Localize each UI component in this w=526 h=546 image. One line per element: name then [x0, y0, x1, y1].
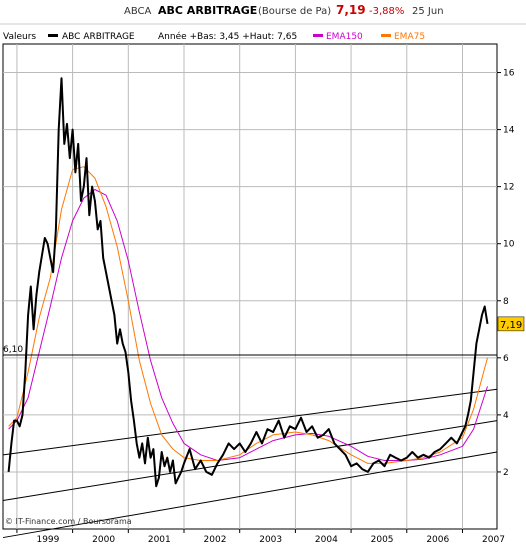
legend-series-name: ABC ARBITRAGE	[62, 32, 135, 42]
stock-name: ABC ARBITRAGE	[158, 4, 257, 17]
x-tick-label: 2004	[315, 535, 338, 545]
plot-area	[2, 43, 498, 530]
price-change: -3,88%	[369, 6, 404, 17]
credit-text: © IT-Finance.com / Boursorama	[5, 517, 132, 526]
legend-ema150: EMA150	[326, 32, 363, 42]
y-tick-label: 2	[503, 468, 509, 478]
y-tick-label: 8	[503, 297, 509, 307]
last-price-badge: 7,19	[500, 320, 522, 331]
x-tick-label: 2001	[148, 535, 171, 545]
x-tick-label: 2000	[92, 535, 115, 545]
trend-line	[2, 388, 498, 456]
x-tick-label: 2003	[259, 535, 282, 545]
y-tick-label: 4	[503, 411, 509, 421]
y-tick-label: 12	[503, 183, 514, 193]
trend-line	[2, 451, 498, 539]
y-tick-label: 10	[503, 240, 515, 250]
x-tick-label: 1999	[36, 535, 59, 545]
ema150-line	[8, 189, 488, 461]
grid-lines	[3, 44, 497, 529]
y-tick-label: 16	[503, 69, 515, 79]
reference-line-label: 6,10	[3, 345, 23, 355]
market-name: (Bourse de Pa)	[258, 6, 331, 17]
legend-price-swatch	[48, 34, 58, 37]
x-tick-label: 2002	[204, 535, 227, 545]
last-price: 7,19	[336, 3, 366, 17]
y-axis: 2 4 6 8 10 12 14 16	[497, 69, 515, 478]
legend-range: Année +Bas: 3,45 +Haut: 7,65	[158, 31, 297, 42]
x-axis: 1999 2000 2001 2002 2003 2004 2005 2006 2007	[16, 529, 505, 545]
quote-date: 25 Jun	[412, 6, 444, 17]
y-tick-label: 14	[503, 126, 515, 136]
data-series	[7, 77, 489, 488]
trend-lines	[2, 388, 498, 539]
legend-valeurs: Valeurs	[3, 32, 36, 42]
legend-ema75: EMA75	[394, 32, 425, 42]
last-price-badge-bg	[497, 316, 525, 332]
price-line	[7, 77, 489, 488]
x-tick-label: 2007	[482, 535, 505, 545]
y-tick-label: 6	[503, 354, 509, 364]
ticker-symbol: ABCA	[124, 6, 152, 17]
legend-ema150-swatch	[313, 34, 323, 37]
trend-line	[2, 420, 498, 501]
x-tick-label: 2005	[371, 535, 394, 545]
x-tick-label: 2006	[426, 535, 449, 545]
legend-ema75-swatch	[381, 34, 391, 37]
